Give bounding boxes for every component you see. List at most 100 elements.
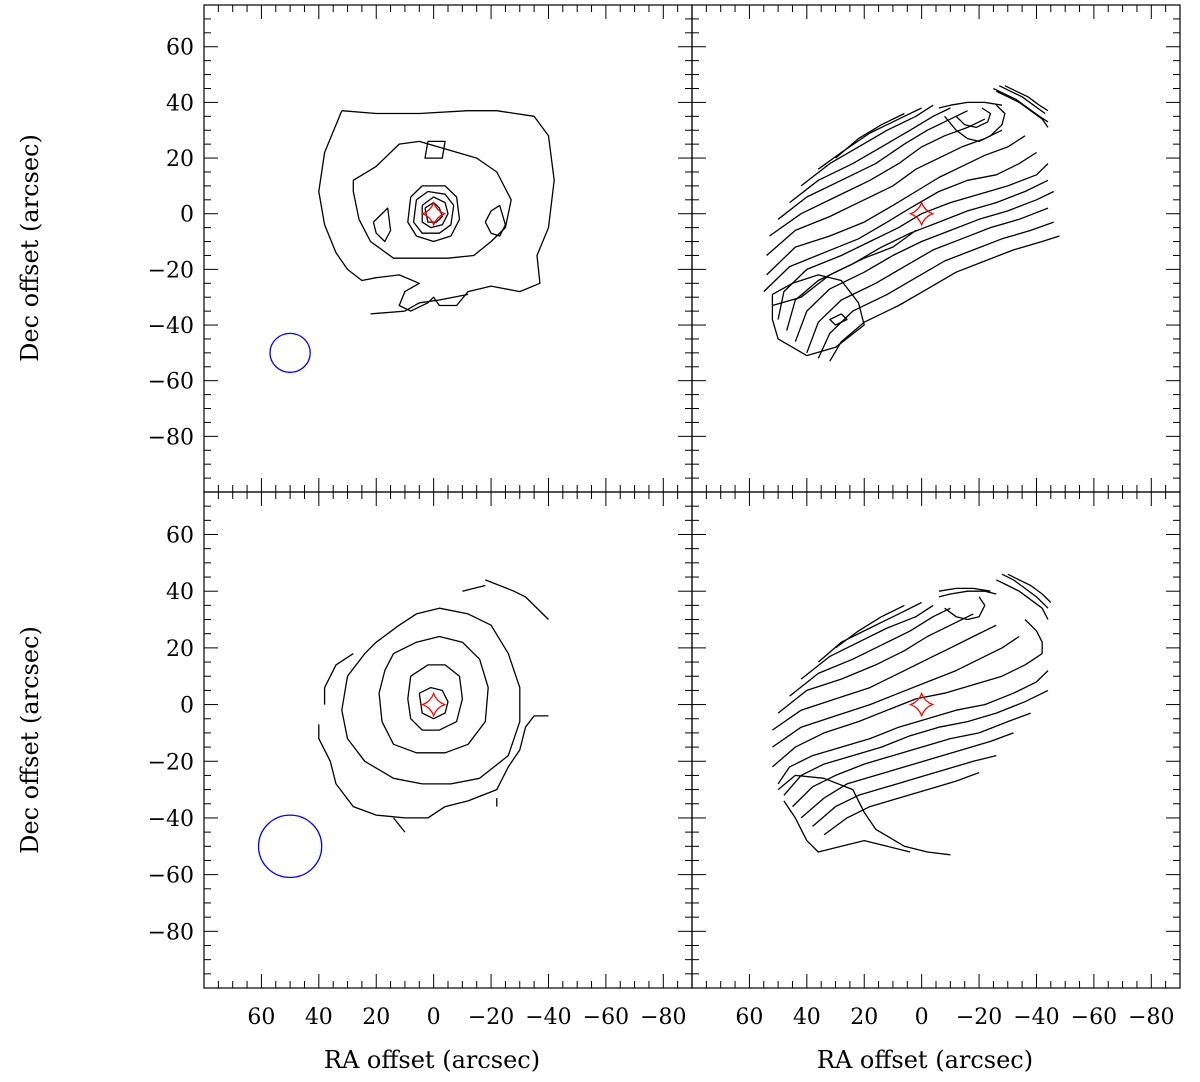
contour-line <box>823 771 980 836</box>
x-tick-label: 20 <box>362 1005 390 1030</box>
contour-line <box>424 140 446 159</box>
x-tick-label: −80 <box>640 1005 686 1030</box>
contour-line <box>777 774 951 856</box>
contour-line <box>835 112 905 159</box>
contour-line <box>352 140 512 259</box>
contour-line <box>996 579 1049 620</box>
y-tick-label: −80 <box>148 920 194 945</box>
contour-line <box>777 670 1049 785</box>
contour-line <box>318 715 549 819</box>
contour-line <box>772 229 917 307</box>
y-tick-label: −20 <box>148 258 194 283</box>
contour-line <box>372 207 392 243</box>
x-tick-label: 60 <box>735 1005 763 1030</box>
contour-line <box>421 196 449 229</box>
y-axis-label-bottom: Dec offset (arcsec) <box>16 626 44 854</box>
y-tick-label: 20 <box>166 637 194 662</box>
contour-line <box>944 596 986 621</box>
tick-marks <box>204 4 693 493</box>
y-tick-label: −40 <box>148 314 194 339</box>
contour-line <box>938 587 991 592</box>
beam-ellipse <box>269 332 311 373</box>
contour-line <box>392 817 406 833</box>
contour-line <box>789 607 951 697</box>
contour-line <box>1001 573 1049 609</box>
contour-line <box>783 689 1049 796</box>
contour-group <box>771 573 1052 856</box>
y-tick-label: −40 <box>148 807 194 832</box>
contour-line <box>777 163 1049 320</box>
contour-line <box>806 207 1049 354</box>
contour-group <box>318 110 555 315</box>
x-tick-label: −40 <box>525 1005 571 1030</box>
source-marker <box>420 691 447 718</box>
y-tick-label: 60 <box>166 524 194 549</box>
x-axis-label-right: RA offset (arcsec) <box>817 1046 1033 1074</box>
x-tick-label: −60 <box>583 1005 629 1030</box>
tick-marks <box>204 491 693 989</box>
source-marker <box>908 691 935 718</box>
x-tick-label: −40 <box>1013 1005 1059 1030</box>
panel-frame <box>203 491 693 989</box>
contour-line <box>771 653 1043 768</box>
contour-line <box>993 87 1049 123</box>
y-tick-label: 0 <box>180 203 194 228</box>
contour-line <box>1024 619 1043 654</box>
contour-line <box>418 686 449 720</box>
x-axis-label-left: RA offset (arcsec) <box>324 1046 540 1074</box>
contour-line <box>323 653 354 705</box>
y-tick-label: −20 <box>148 750 194 775</box>
x-tick-label: 0 <box>427 1005 441 1030</box>
contour-line <box>485 579 549 620</box>
contour-line <box>789 107 951 204</box>
contour-line <box>938 590 997 598</box>
contour-line <box>812 754 997 827</box>
y-tick-label: 60 <box>166 36 194 61</box>
x-tick-label: 0 <box>915 1005 929 1030</box>
contour-group <box>763 85 1060 362</box>
y-tick-label: 40 <box>166 580 194 605</box>
contour-line <box>766 135 1026 276</box>
tick-marks <box>692 4 1181 493</box>
labels-layer: RA offset (arcsec) RA offset (arcsec) De… <box>16 134 1033 1074</box>
contour-line <box>794 190 1054 342</box>
contour-line <box>378 635 489 754</box>
y-axis-label-top: Dec offset (arcsec) <box>16 134 44 362</box>
contour-line <box>763 151 1037 293</box>
panel-top-right <box>691 4 1181 493</box>
y-tick-label: 20 <box>166 147 194 172</box>
contour-line <box>944 104 1006 143</box>
contour-line <box>786 179 1049 331</box>
x-tick-label: −20 <box>468 1005 514 1030</box>
y-tick-label: 0 <box>180 694 194 719</box>
x-tick-label: −20 <box>956 1005 1002 1030</box>
panels-layer: 60 40 20 0 −20 −40 −60 −80 60 40 20 0 −20 −40 −60 −80 60… <box>148 4 1181 1030</box>
contour-line <box>783 800 911 853</box>
y-tick-label: −60 <box>148 864 194 889</box>
contour-line <box>412 190 455 234</box>
beam-ellipse <box>257 814 323 879</box>
contour-line <box>938 101 1003 109</box>
x-tick-label: 40 <box>793 1005 821 1030</box>
source-marker <box>908 200 935 227</box>
y-tick-label: −60 <box>148 370 194 395</box>
contour-line <box>407 185 461 243</box>
x-tick-label: −80 <box>1128 1005 1174 1030</box>
contour-line <box>766 129 1003 256</box>
source-marker <box>420 200 447 227</box>
contour-line <box>800 732 1014 819</box>
contour-line <box>777 613 974 714</box>
x-tick-label: 40 <box>305 1005 333 1030</box>
contour-line <box>829 235 1060 362</box>
x-tick-label: 60 <box>247 1005 275 1030</box>
contour-line <box>800 604 934 680</box>
contour-line <box>772 624 997 731</box>
x-tick-label: −60 <box>1071 1005 1117 1030</box>
panel-frame <box>691 491 1181 989</box>
contour-group <box>318 579 549 833</box>
contour-line <box>1004 85 1049 112</box>
contour-line <box>777 110 968 220</box>
contour-line <box>771 274 865 357</box>
contour-line <box>772 635 1020 748</box>
